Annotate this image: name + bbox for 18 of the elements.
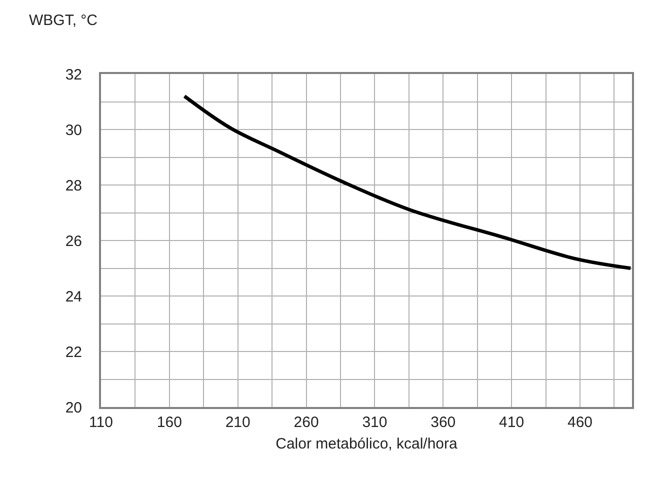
- y-tick-label: 20: [65, 399, 82, 416]
- x-tick-label: 410: [499, 414, 524, 431]
- line-series: [182, 94, 632, 270]
- y-tick-label: 26: [65, 232, 82, 250]
- x-tick-label: 460: [567, 414, 593, 431]
- x-tick-label: 310: [362, 414, 388, 431]
- x-tick-label: 210: [225, 414, 250, 431]
- x-tick-label: 260: [294, 414, 319, 431]
- x-tick-label: 160: [156, 414, 182, 431]
- y-tick-label: 24: [65, 288, 82, 306]
- x-tick-label: 360: [430, 414, 456, 431]
- y-tick-label: 30: [65, 122, 82, 139]
- y-tick-label: 32: [65, 66, 82, 84]
- x-tick-label: 110: [89, 414, 113, 431]
- y-tick-label: 28: [65, 177, 82, 194]
- y-axis-title: WBGT, °C: [29, 12, 98, 29]
- x-axis-title: Calor metabólico, kcal/hora: [276, 436, 458, 452]
- y-tick-label: 22: [65, 344, 82, 361]
